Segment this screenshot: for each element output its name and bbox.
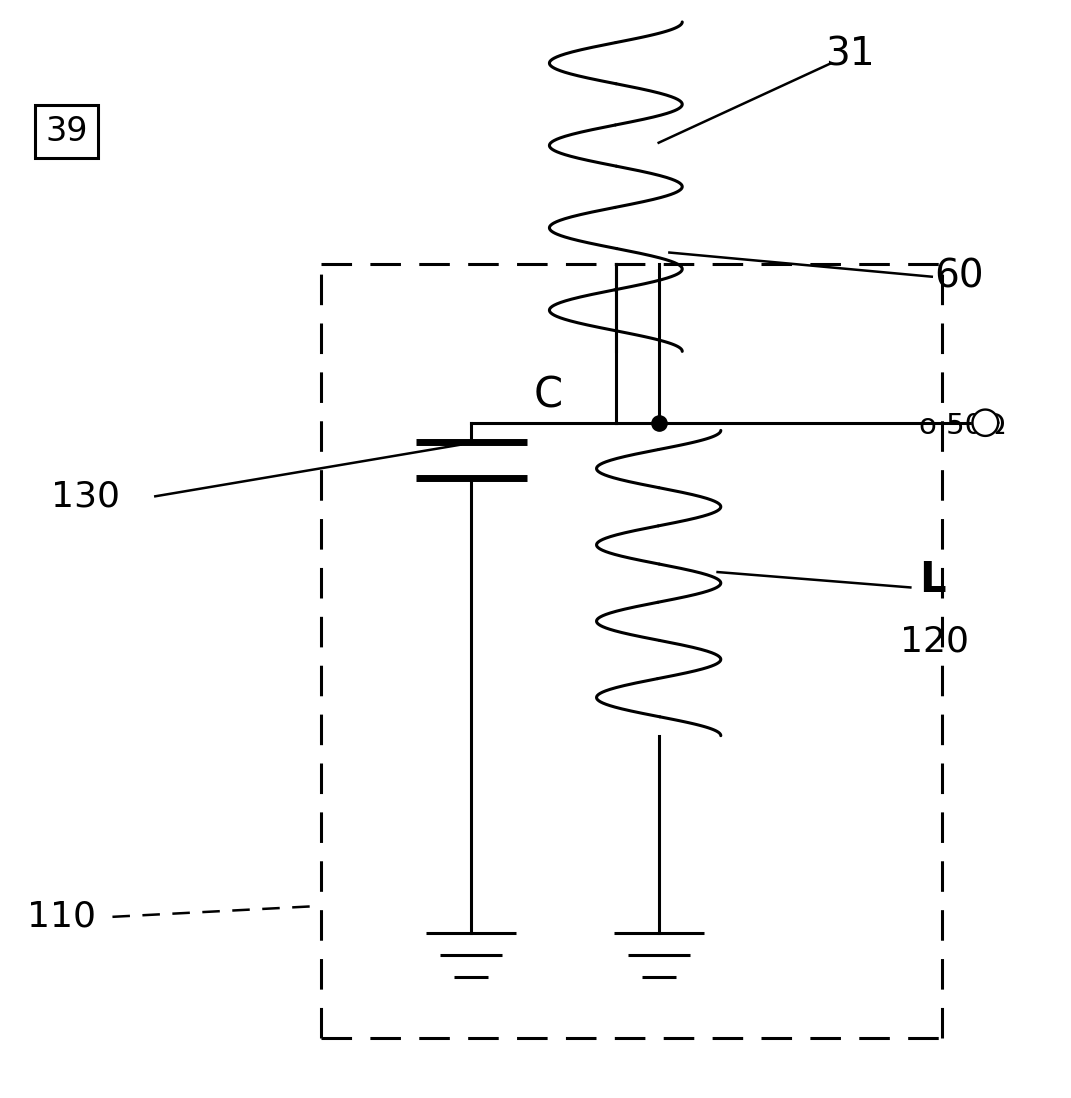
Text: 60: 60 [934, 258, 983, 295]
Text: o 50Ω: o 50Ω [919, 412, 1006, 440]
Text: 31: 31 [825, 36, 874, 74]
Text: 130: 130 [51, 480, 120, 513]
Text: L: L [919, 559, 946, 601]
Text: C: C [533, 374, 562, 416]
Text: 120: 120 [900, 625, 968, 658]
Polygon shape [972, 410, 998, 436]
Text: 39: 39 [45, 115, 88, 148]
Text: 110: 110 [27, 900, 95, 933]
